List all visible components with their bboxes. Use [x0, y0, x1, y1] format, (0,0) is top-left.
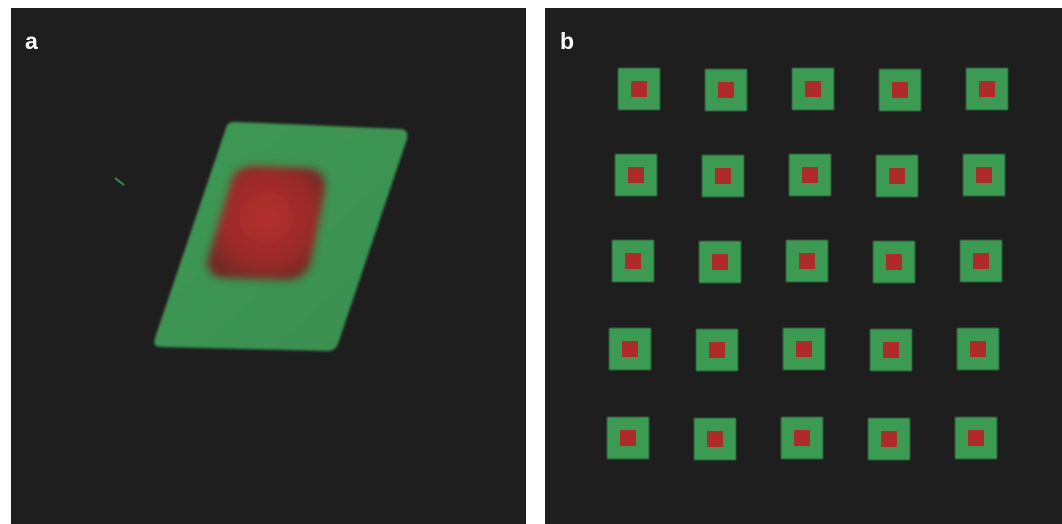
red-core [625, 253, 641, 269]
red-core [207, 166, 326, 280]
red-core [979, 81, 995, 97]
red-core [889, 168, 905, 184]
red-core [709, 342, 725, 358]
array-spot [781, 417, 823, 459]
array-spot [702, 155, 744, 197]
speck [114, 177, 125, 186]
array-spot [615, 154, 657, 196]
array-spot [963, 154, 1005, 196]
red-core [968, 430, 984, 446]
array-spot [873, 241, 915, 283]
red-core [883, 342, 899, 358]
red-core [715, 168, 731, 184]
red-core [620, 430, 636, 446]
red-core [973, 253, 989, 269]
array-spot [792, 68, 834, 110]
red-core [881, 431, 897, 447]
red-core [796, 341, 812, 357]
red-core [970, 341, 986, 357]
red-core [794, 430, 810, 446]
array-spot [699, 241, 741, 283]
array-spot [694, 418, 736, 460]
red-core [628, 167, 644, 183]
array-spot [966, 68, 1008, 110]
array-spot [868, 418, 910, 460]
red-core [892, 82, 908, 98]
array-spot [957, 328, 999, 370]
array-spot [705, 69, 747, 111]
array-spot [876, 155, 918, 197]
red-core [886, 254, 902, 270]
red-core [802, 167, 818, 183]
red-core [799, 253, 815, 269]
panel-b: b [545, 8, 1062, 524]
red-core [976, 167, 992, 183]
array-spot [870, 329, 912, 371]
panel-a-image [114, 121, 408, 351]
array-spot [696, 329, 738, 371]
array-spot [607, 417, 649, 459]
array-spot [955, 417, 997, 459]
red-core [707, 431, 723, 447]
red-core [718, 82, 734, 98]
array-spot [612, 240, 654, 282]
red-core [622, 341, 638, 357]
array-spot [609, 328, 651, 370]
array-spot [960, 240, 1002, 282]
panel-a: a [11, 8, 526, 524]
array-spot [783, 328, 825, 370]
red-core [712, 254, 728, 270]
array-spot [618, 68, 660, 110]
panel-label-a: a [25, 28, 38, 54]
panel-label-b: b [560, 28, 575, 54]
array-spot [879, 69, 921, 111]
array-spot [786, 240, 828, 282]
red-core [631, 81, 647, 97]
panel-b-image [607, 68, 1008, 460]
red-core [805, 81, 821, 97]
array-spot [789, 154, 831, 196]
